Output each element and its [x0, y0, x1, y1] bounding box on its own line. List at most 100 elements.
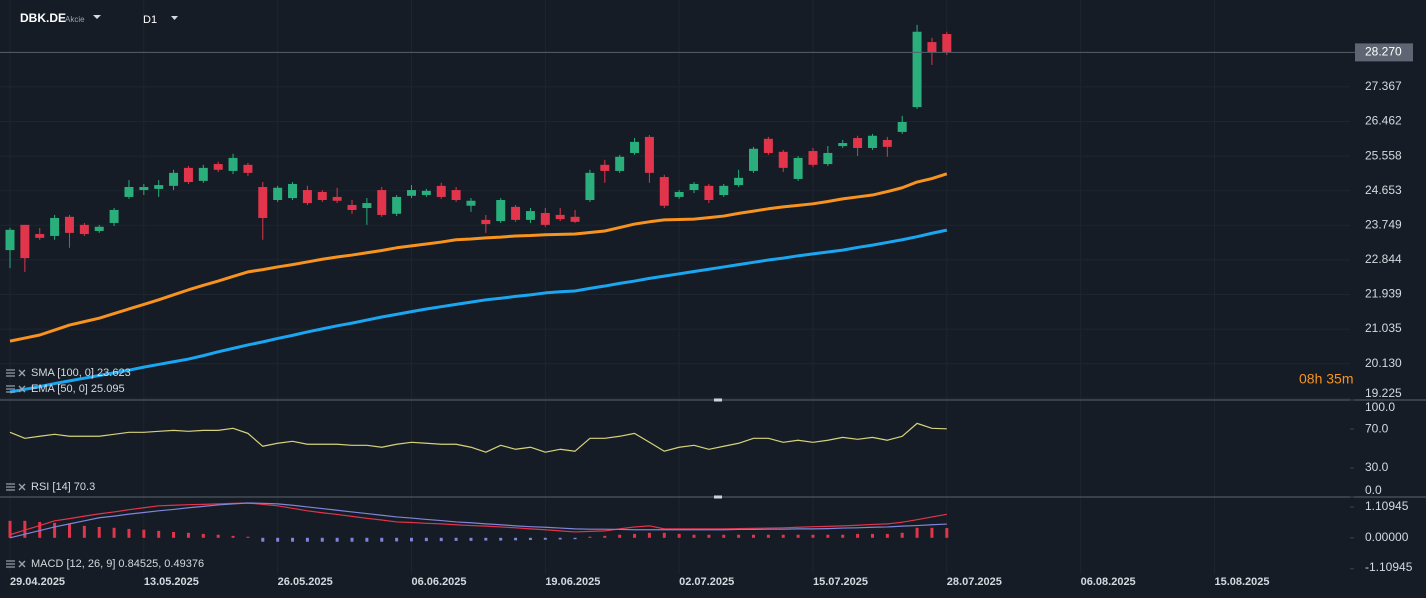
y-tick-label: 22.844	[1365, 252, 1402, 266]
candle-body	[570, 216, 580, 222]
indicator-title: RSI [14] 70.3	[31, 481, 95, 493]
y-tick-label: 0.00000	[1365, 530, 1409, 544]
histogram-bar	[23, 520, 27, 538]
histogram-bar	[246, 536, 250, 538]
candle-body	[496, 200, 506, 222]
histogram-bar	[38, 521, 42, 538]
candle-body	[377, 190, 387, 215]
histogram-bar	[276, 537, 280, 542]
histogram-bar	[618, 534, 622, 538]
y-tick-label: -1.10945	[1365, 560, 1413, 574]
candle-body	[79, 224, 89, 235]
legend-entry: EMA [50, 0] 25.095	[31, 383, 125, 395]
candle-body	[258, 186, 268, 218]
candle-body	[64, 216, 74, 233]
histogram-bar	[395, 537, 399, 542]
x-tick-label: 29.04.2025	[10, 576, 65, 588]
candle-body	[213, 164, 223, 170]
timeframe-dropdown[interactable]	[171, 16, 178, 20]
legend-remove[interactable]	[18, 369, 26, 377]
resize-handle[interactable]	[714, 495, 722, 499]
candle-body	[912, 31, 922, 108]
histogram-bar	[216, 534, 220, 538]
y-tick-label: 21.035	[1365, 321, 1402, 335]
histogram-bar	[201, 533, 205, 538]
candle-body	[198, 167, 208, 181]
candle-body	[243, 164, 253, 173]
y-tick-label: 27.367	[1365, 79, 1402, 93]
histogram-bar	[811, 534, 815, 538]
histogram-bar	[514, 537, 518, 541]
x-tick-label: 15.08.2025	[1214, 576, 1269, 588]
candle-body	[332, 196, 342, 201]
candle-body	[719, 185, 729, 196]
histogram-bar	[633, 533, 637, 538]
histogram-bar	[291, 537, 295, 542]
histogram-bar	[558, 537, 562, 540]
y-tick-label: 25.558	[1365, 148, 1402, 162]
histogram-bar	[157, 530, 161, 538]
candle-body	[481, 219, 491, 225]
y-tick-label: 19.225	[1365, 386, 1402, 400]
candle-body	[897, 121, 907, 132]
indicator-line	[9, 502, 947, 536]
histogram-bar	[499, 537, 503, 541]
symbol[interactable]: DBK.DE	[20, 11, 66, 25]
histogram-bar	[692, 534, 696, 538]
y-tick-label: 30.0	[1365, 460, 1389, 474]
candle-countdown: 08h 35m	[1299, 371, 1353, 387]
histogram-bar	[231, 535, 235, 538]
symbol-dropdown[interactable]	[93, 15, 101, 19]
y-tick-label: 0.0	[1365, 483, 1382, 497]
histogram-bar	[97, 526, 101, 538]
candle-body	[615, 156, 625, 171]
candle-body	[421, 190, 431, 196]
candle-body	[808, 151, 818, 165]
candle-body	[585, 172, 595, 200]
y-tick-label: 1.10945	[1365, 499, 1409, 513]
candle-body	[942, 34, 952, 53]
candle-body	[555, 214, 565, 220]
candle-body	[154, 185, 164, 189]
x-tick-label: 26.05.2025	[278, 576, 333, 588]
candle-body	[362, 203, 372, 209]
candle-body	[823, 152, 833, 165]
candle-body	[228, 157, 238, 171]
histogram-bar	[365, 537, 369, 542]
candle-body	[94, 226, 104, 231]
histogram-bar	[320, 537, 324, 542]
y-tick-label: 26.462	[1365, 114, 1402, 128]
histogram-bar	[127, 528, 131, 538]
histogram-bar	[826, 534, 830, 538]
histogram-bar	[915, 527, 919, 538]
x-tick-label: 13.05.2025	[144, 576, 199, 588]
histogram-bar	[707, 534, 711, 538]
candle-body	[273, 187, 283, 200]
candle-body	[734, 177, 744, 186]
y-tick-label: 24.653	[1365, 183, 1402, 197]
candle-body	[50, 217, 60, 236]
histogram-bar	[588, 536, 592, 538]
indicator-line	[9, 172, 948, 343]
indicator-line	[9, 502, 947, 539]
histogram-bar	[454, 537, 458, 541]
candle-body	[35, 234, 45, 238]
candle-body	[466, 200, 476, 206]
legend-remove[interactable]	[18, 483, 26, 491]
candle-body	[288, 183, 298, 199]
legend-entry: SMA [100, 0] 23.623	[31, 367, 131, 379]
histogram-bar	[900, 532, 904, 538]
timeframe[interactable]: D1	[143, 14, 157, 26]
candle-body	[451, 190, 461, 200]
histogram-bar	[8, 520, 12, 538]
resize-handle[interactable]	[714, 398, 722, 402]
candle-body	[302, 190, 312, 204]
legend-remove[interactable]	[18, 385, 26, 393]
x-tick-label: 15.07.2025	[813, 576, 868, 588]
candle-body	[540, 213, 550, 225]
indicator-title: MACD [12, 26, 9] 0.84525, 0.49376	[31, 558, 204, 570]
y-tick-label: 23.749	[1365, 217, 1402, 231]
legend-remove[interactable]	[18, 560, 26, 568]
x-tick-label: 28.07.2025	[947, 576, 1002, 588]
